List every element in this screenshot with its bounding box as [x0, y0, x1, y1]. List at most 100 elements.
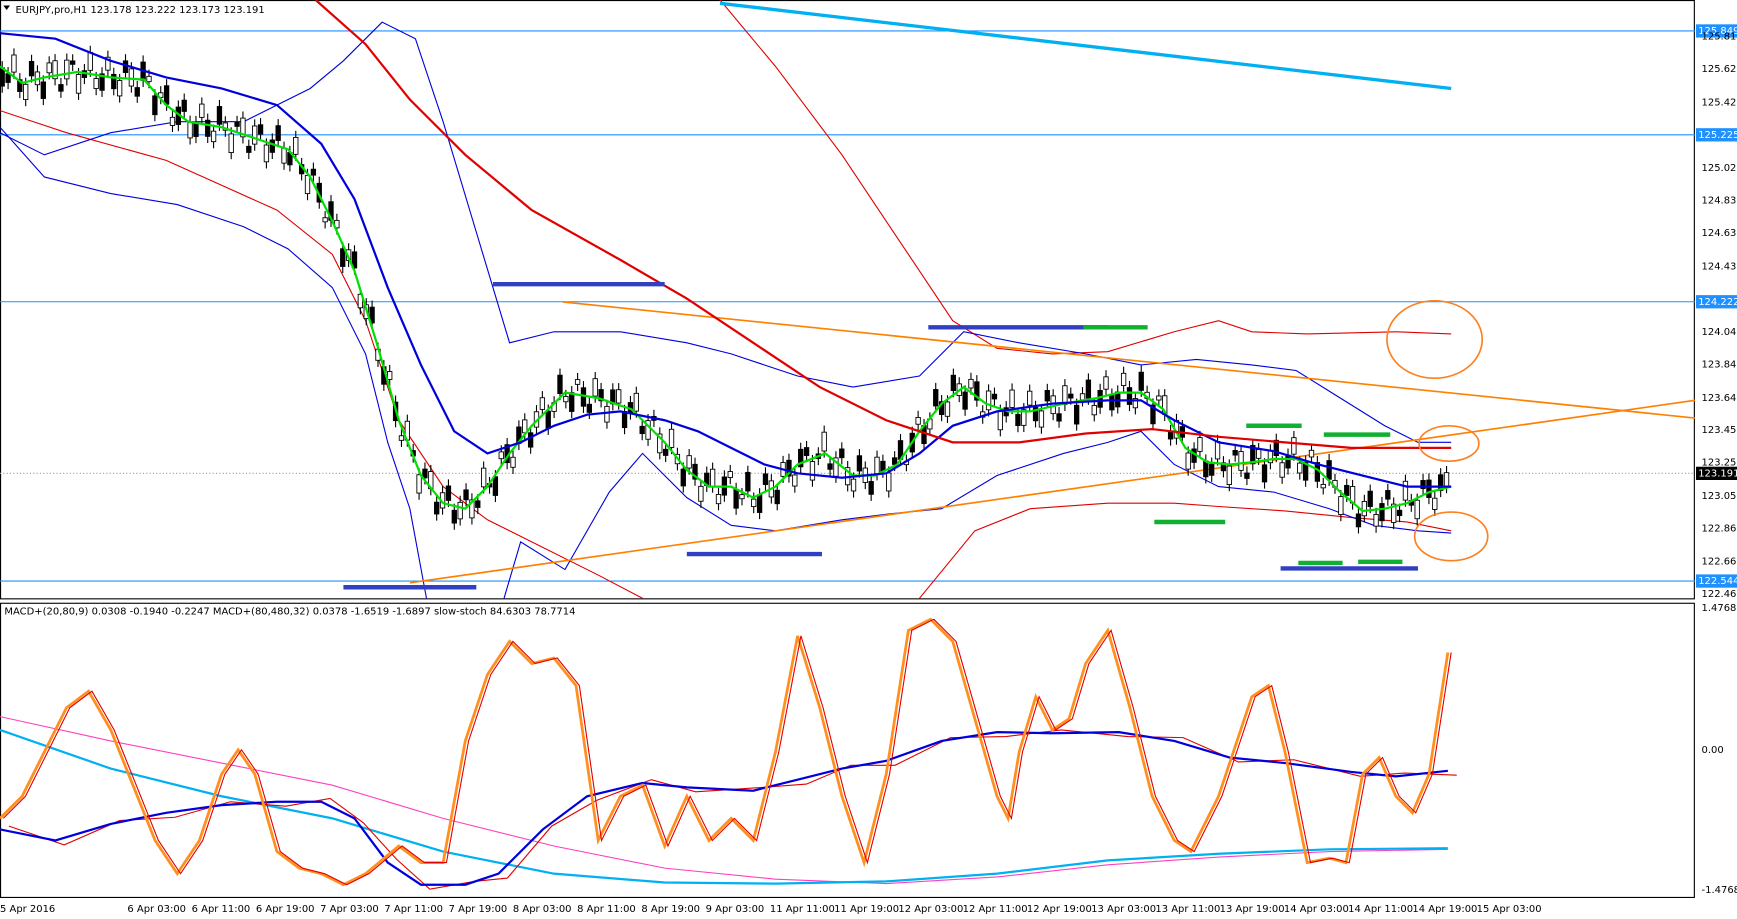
candle-body: [128, 68, 135, 87]
candle-body: [252, 125, 258, 145]
candle-body: [1103, 376, 1109, 390]
candle-body: [434, 501, 440, 515]
candle-body: [1244, 472, 1250, 479]
candle-body: [199, 103, 205, 118]
macd-slow-signal: [0, 716, 1448, 885]
ma-fast: [0, 65, 1452, 513]
candle-body: [616, 389, 622, 404]
menu-arrow[interactable]: [3, 5, 10, 10]
price-label: 122.660: [1702, 557, 1737, 568]
time-label: 6 Apr 11:00: [192, 904, 251, 915]
level-label-bg: [1696, 24, 1737, 38]
time-label: 14 Apr 19:00: [1412, 904, 1477, 915]
candle-body: [950, 374, 957, 392]
level-label-bg: [1696, 574, 1737, 588]
candle-body: [821, 431, 827, 452]
price-label: 124.435: [1702, 261, 1737, 272]
candle-body: [1197, 437, 1203, 452]
candle-body: [1261, 464, 1268, 483]
candle-body: [933, 389, 939, 407]
candle-body: [1402, 480, 1409, 501]
candle-body: [510, 456, 516, 468]
time-label: 8 Apr 19:00: [641, 904, 700, 915]
time-label: 8 Apr 11:00: [577, 904, 636, 915]
candle-body: [839, 448, 845, 459]
price-label: 124.040: [1702, 327, 1737, 338]
current-price-label: 123.191: [1698, 468, 1737, 479]
time-label: 12 Apr 03:00: [898, 904, 963, 915]
candle-body: [111, 73, 117, 90]
trend-line: [562, 301, 1695, 419]
level-label: 125.225: [1698, 130, 1737, 141]
candle-body: [850, 478, 857, 492]
time-label: 5 Apr 2016: [0, 904, 55, 915]
candle-body: [134, 87, 140, 97]
main-panel: [0, 0, 1695, 600]
candle-body: [633, 392, 639, 412]
indicator-header: MACD+(20,80,9) 0.0308 -0.1940 -0.2247 MA…: [4, 607, 575, 618]
candle-body: [187, 121, 193, 139]
candle-body: [1079, 393, 1086, 401]
candle-body: [1015, 413, 1021, 427]
candle-body: [786, 459, 792, 477]
candle-body: [416, 474, 422, 494]
candle-body: [1097, 390, 1103, 408]
price-label: 125.025: [1702, 163, 1737, 174]
candle-body: [23, 83, 29, 101]
candle-body: [1027, 390, 1033, 406]
candle-body: [451, 509, 457, 524]
candle-body: [645, 420, 651, 440]
candle-body: [1226, 465, 1232, 486]
candle-body: [240, 117, 246, 138]
level-label-bg: [1696, 128, 1737, 142]
price-label: 123.845: [1702, 360, 1737, 371]
time-label: 12 Apr 19:00: [1027, 904, 1092, 915]
candle-body: [422, 468, 428, 479]
candle-body: [1032, 406, 1039, 422]
candle-body: [293, 137, 299, 155]
candle-body: [1373, 514, 1379, 527]
candle-body: [357, 293, 364, 309]
candle-body: [1256, 449, 1262, 459]
candle-body: [322, 217, 328, 223]
candle-body: [340, 248, 346, 267]
candle-body: [492, 476, 499, 496]
candle-body: [1073, 404, 1080, 425]
candle-body: [93, 78, 99, 89]
candle-body: [915, 416, 921, 425]
candle-body: [539, 397, 546, 410]
candle-body: [944, 401, 951, 417]
candle-body: [1085, 379, 1092, 399]
candle-body: [1273, 439, 1279, 457]
candle-body: [1302, 461, 1309, 481]
candle-body: [1291, 437, 1297, 455]
candle-body: [868, 481, 874, 495]
candle-body: [475, 500, 481, 508]
candle-body: [1285, 454, 1291, 469]
candle-body: [1379, 503, 1385, 522]
candle-body: [604, 405, 610, 423]
candle-body: [75, 74, 82, 94]
candle-body: [1308, 449, 1315, 458]
candle-body: [639, 425, 645, 435]
candle-body: [87, 51, 93, 71]
candle-body: [1426, 479, 1432, 498]
time-label: 11 Apr 11:00: [770, 904, 835, 915]
candle-body: [680, 468, 686, 487]
candle-body: [304, 174, 311, 195]
candle-body: [668, 428, 675, 448]
candle-body: [563, 396, 569, 403]
time-label: 7 Apr 11:00: [384, 904, 443, 915]
candle-body: [1438, 474, 1444, 491]
candle-body: [774, 489, 780, 505]
candle-body: [762, 473, 769, 485]
indicator-axis-label: 1.4768: [1702, 603, 1737, 614]
candle-body: [281, 147, 287, 164]
candle-body: [856, 455, 863, 472]
highlight-circle: [1386, 299, 1484, 380]
candle-body: [557, 374, 563, 395]
candle-body: [598, 389, 604, 402]
candle-body: [52, 60, 58, 80]
candle-body: [1420, 480, 1426, 490]
